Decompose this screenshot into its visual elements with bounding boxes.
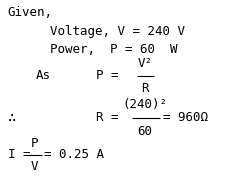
Text: P: P — [30, 137, 38, 150]
Text: V²: V² — [137, 57, 152, 70]
Text: (240)²: (240)² — [122, 98, 167, 111]
Text: V: V — [30, 160, 38, 173]
Text: I =: I = — [8, 148, 30, 161]
Text: R =: R = — [96, 111, 118, 124]
Text: = 0.25 A: = 0.25 A — [44, 148, 104, 161]
Text: 60: 60 — [137, 125, 152, 138]
Text: = 960Ω: = 960Ω — [163, 111, 208, 124]
Text: Power,  P = 60  W: Power, P = 60 W — [50, 43, 178, 56]
Text: Given,: Given, — [8, 6, 53, 19]
Text: Voltage, V = 240 V: Voltage, V = 240 V — [50, 25, 185, 38]
Text: R: R — [141, 81, 149, 95]
Text: ∴: ∴ — [8, 111, 16, 125]
Text: As: As — [35, 69, 50, 82]
Text: P =: P = — [96, 69, 118, 82]
